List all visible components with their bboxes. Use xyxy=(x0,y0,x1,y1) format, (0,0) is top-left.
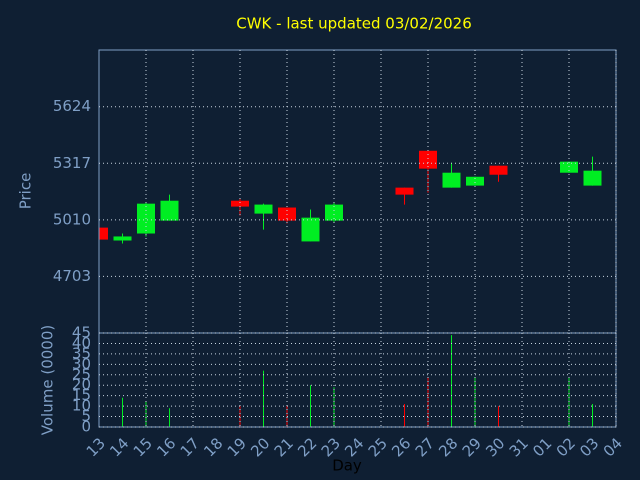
candle-body xyxy=(583,170,602,186)
x-tick-label: 14 xyxy=(106,434,132,460)
x-tick-label: 03 xyxy=(576,434,602,460)
price-frame xyxy=(98,49,617,334)
x-tick-label: 18 xyxy=(200,434,226,460)
y-tick-label: 5317 xyxy=(53,154,91,172)
volume-tick-label: 10 xyxy=(72,397,91,415)
candle-body xyxy=(301,217,320,242)
candle-body xyxy=(466,176,484,186)
volume-tick-label: 15 xyxy=(72,386,91,404)
candle-body xyxy=(395,187,414,195)
x-tick-label: 04 xyxy=(600,434,626,460)
volume-tick-label: 20 xyxy=(72,376,91,394)
volume-frame xyxy=(98,332,617,428)
y-tick-label: 5010 xyxy=(53,210,91,228)
x-tick-label: 28 xyxy=(435,434,461,460)
candle-body xyxy=(419,150,437,169)
candle-body xyxy=(254,204,273,214)
candle-body xyxy=(231,200,249,207)
volume-tick-label: 5 xyxy=(81,407,91,425)
candle-body xyxy=(160,200,179,221)
volume-axis-label: Volume (0000) xyxy=(39,325,57,435)
volume-tick-label: 35 xyxy=(72,344,91,362)
x-tick-label: 17 xyxy=(177,434,203,460)
x-tick-label: 21 xyxy=(271,434,297,460)
volume-tick-label: 0 xyxy=(81,418,91,436)
x-tick-label: 19 xyxy=(224,434,250,460)
candle-body xyxy=(442,172,461,188)
chart-title: CWK - last updated 03/02/2026 xyxy=(236,15,472,33)
candle-body xyxy=(489,165,508,175)
x-tick-label: 15 xyxy=(130,434,156,460)
x-tick-label: 20 xyxy=(247,434,273,460)
volume-tick-label: 40 xyxy=(72,334,91,352)
x-tick-label: 22 xyxy=(294,434,320,460)
x-tick-label: 02 xyxy=(553,434,579,460)
candle-body xyxy=(560,161,578,173)
x-tick-label: 25 xyxy=(365,434,391,460)
volume-tick-label: 25 xyxy=(72,365,91,383)
candle-body xyxy=(99,227,108,240)
y-axis-label: Price xyxy=(17,173,35,210)
candle-body xyxy=(113,236,132,241)
x-tick-label: 01 xyxy=(529,434,555,460)
x-tick-label: 29 xyxy=(459,434,485,460)
y-tick-label: 4703 xyxy=(53,267,91,285)
x-tick-label: 26 xyxy=(388,434,414,460)
x-tick-label: 31 xyxy=(506,434,532,460)
x-axis-label: Day xyxy=(332,457,362,475)
volume-tick-label: 45 xyxy=(72,324,91,342)
x-tick-label: 13 xyxy=(83,434,109,460)
candle-body xyxy=(325,204,343,221)
x-tick-label: 16 xyxy=(153,434,179,460)
plot-area xyxy=(99,150,602,427)
volume-tick-label: 30 xyxy=(72,355,91,373)
x-tick-label: 30 xyxy=(482,434,508,460)
x-tick-label: 27 xyxy=(412,434,438,460)
y-tick-label: 5624 xyxy=(53,97,91,115)
